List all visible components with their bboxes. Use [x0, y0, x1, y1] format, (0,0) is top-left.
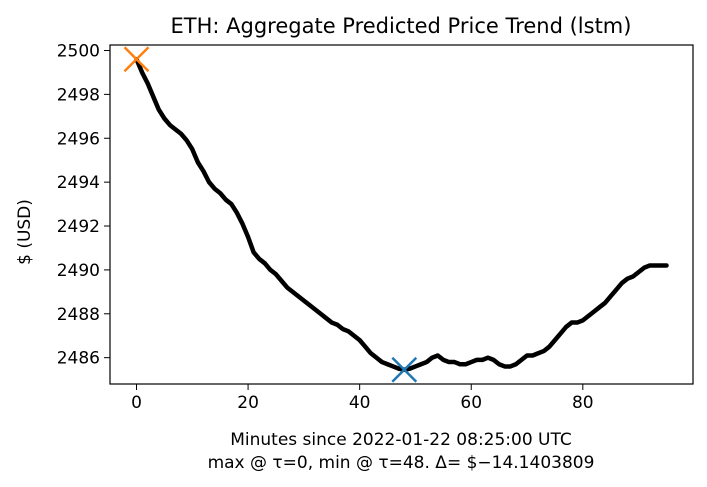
plot-area: [123, 46, 669, 383]
y-tick-label: 2488: [57, 305, 100, 325]
y-tick-label: 2496: [57, 129, 100, 149]
chart-title: ETH: Aggregate Predicted Price Trend (ls…: [171, 14, 632, 38]
y-tick-label: 2498: [57, 85, 100, 105]
y-tick-label: 2486: [57, 349, 100, 369]
y-axis-label: $ (USD): [15, 199, 35, 265]
x-axis-label: Minutes since 2022-01-22 08:25:00 UTC: [230, 430, 572, 450]
x-axis-sublabel: max @ τ=0, min @ τ=48. Δ= $−14.1403809: [208, 453, 595, 473]
y-tick-label: 2492: [57, 217, 100, 237]
x-tick-label: 60: [460, 393, 482, 413]
x-tick-label: 0: [131, 393, 142, 413]
min-marker: [391, 356, 418, 383]
marker-stroke: [123, 46, 150, 73]
plot-frame: [109, 44, 694, 385]
x-tick-label: 20: [237, 393, 259, 413]
y-tick-label: 2490: [57, 261, 100, 281]
marker-stroke: [391, 356, 418, 383]
x-tick-label: 80: [572, 393, 594, 413]
max-marker: [123, 46, 150, 73]
y-tick-label: 2500: [57, 41, 100, 61]
y-tick-label: 2494: [57, 173, 100, 193]
x-tick-label: 40: [349, 393, 371, 413]
price-trend-line: [134, 57, 669, 372]
